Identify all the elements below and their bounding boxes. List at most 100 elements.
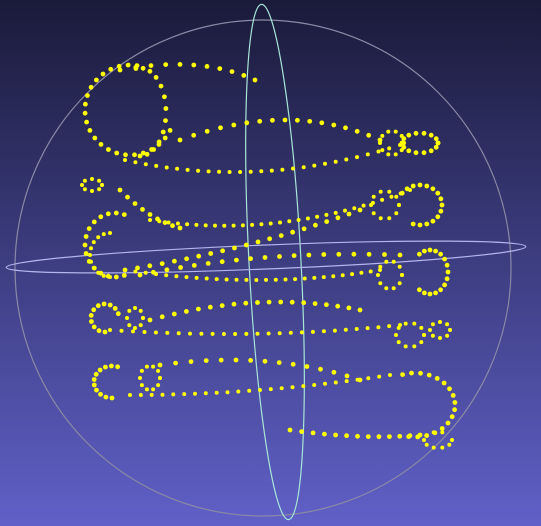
point-layer-1 xyxy=(82,110,88,116)
point-layer-5 xyxy=(193,391,197,396)
point-layer-2 xyxy=(389,194,394,199)
point-layer-5 xyxy=(290,361,296,367)
point-layer-1 xyxy=(83,101,88,107)
point-layer-1 xyxy=(154,163,159,168)
point-layer-5 xyxy=(424,442,429,447)
point-layer-3 xyxy=(438,287,443,293)
point-layer-2 xyxy=(157,219,162,224)
point-layer-4 xyxy=(396,340,401,345)
point-layer-3 xyxy=(273,277,278,282)
point-layer-4 xyxy=(91,324,97,330)
point-layer-5 xyxy=(225,390,230,395)
point-layer-5 xyxy=(431,430,436,435)
point-layer-2 xyxy=(435,190,441,196)
point-layer-1 xyxy=(123,158,127,162)
point-layer-5 xyxy=(94,387,99,393)
trackball-vertical-ring[interactable] xyxy=(236,3,315,521)
point-layer-5 xyxy=(299,429,304,434)
point-layer-3 xyxy=(254,278,259,282)
point-layer-5 xyxy=(376,434,382,440)
point-layer-4 xyxy=(119,328,124,333)
point-layer-3 xyxy=(444,262,450,268)
point-layer-4 xyxy=(365,326,370,331)
point-layer-5 xyxy=(151,364,156,369)
point-layer-4 xyxy=(346,305,352,311)
point-layer-5 xyxy=(355,433,360,439)
point-layer-5 xyxy=(158,376,162,380)
point-layer-5 xyxy=(268,387,273,392)
point-layer-1 xyxy=(428,132,434,138)
point-layer-1 xyxy=(108,66,114,72)
point-layer-1 xyxy=(365,152,370,157)
point-layer-2 xyxy=(346,211,352,217)
point-layer-1 xyxy=(160,129,166,135)
point-layer-3 xyxy=(302,276,307,281)
point-layer-4 xyxy=(127,308,132,313)
trackball-horizontal-ring[interactable] xyxy=(5,235,527,280)
point-layer-1 xyxy=(312,163,317,168)
point-layer-3 xyxy=(445,269,451,275)
point-layer-2 xyxy=(194,222,199,227)
point-layer-3 xyxy=(108,231,112,235)
point-layer-3 xyxy=(350,272,355,277)
point-layer-4 xyxy=(153,330,158,335)
point-layer-3 xyxy=(191,263,197,268)
point-layer-1 xyxy=(143,162,148,167)
point-layer-3 xyxy=(96,270,101,275)
point-layer-3 xyxy=(219,259,225,265)
point-layer-4 xyxy=(376,325,381,330)
point-layer-1 xyxy=(380,148,385,153)
point-layer-1 xyxy=(92,135,98,141)
point-layer-5 xyxy=(156,368,161,373)
point-layer-1 xyxy=(241,73,247,78)
point-layer-3 xyxy=(178,265,184,270)
point-layer-5 xyxy=(450,393,456,398)
point-layer-1 xyxy=(148,63,154,68)
point-layer-1 xyxy=(269,168,274,173)
point-layer-1 xyxy=(84,119,89,125)
point-layer-2 xyxy=(98,214,104,220)
point-layer-2 xyxy=(287,219,292,224)
point-layer-5 xyxy=(91,377,97,382)
point-layer-1 xyxy=(393,152,398,157)
point-layer-5 xyxy=(233,357,239,363)
point-layer-2 xyxy=(243,242,249,248)
point-layer-3 xyxy=(108,275,112,279)
point-layer-1 xyxy=(123,152,128,158)
point-layer-5 xyxy=(434,376,440,381)
point-layer-1 xyxy=(244,120,250,126)
point-layer-2 xyxy=(83,251,89,256)
point-layer-5 xyxy=(397,433,403,439)
point-layer-5 xyxy=(365,434,371,439)
point-layer-2 xyxy=(430,186,436,192)
point-layer-1 xyxy=(185,167,190,172)
point-layer-1 xyxy=(196,168,201,173)
point-layer-3 xyxy=(433,290,438,296)
point-layer-2 xyxy=(162,220,168,226)
point-layer-5 xyxy=(422,438,426,442)
point-layer-5 xyxy=(149,392,154,397)
trackball-gizmo[interactable] xyxy=(5,3,527,521)
point-layer-5 xyxy=(160,392,165,397)
point-layer-1 xyxy=(376,149,381,154)
point-layer-2 xyxy=(222,223,227,228)
point-layer-3 xyxy=(91,265,96,270)
point-layer-2 xyxy=(324,219,330,225)
point-layer-3 xyxy=(384,286,389,291)
point-layer-1 xyxy=(323,161,327,166)
point-layer-5 xyxy=(171,392,176,397)
point-layer-3 xyxy=(277,254,282,259)
point-layer-1 xyxy=(167,127,173,133)
point-layer-1 xyxy=(282,117,288,123)
point-layer-4 xyxy=(219,303,225,308)
point-layer-1 xyxy=(386,129,391,134)
point-layer-1 xyxy=(116,63,122,69)
point-layer-2 xyxy=(417,222,423,228)
point-layer-3 xyxy=(368,269,373,274)
point-layer-5 xyxy=(138,393,143,397)
point-layer-5 xyxy=(157,362,163,368)
point-layer-5 xyxy=(301,384,306,389)
point-layer-1 xyxy=(393,129,398,134)
